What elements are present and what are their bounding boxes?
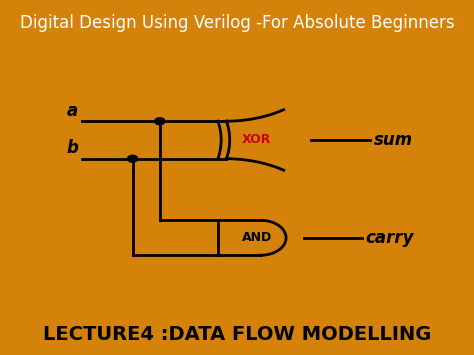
Text: LECTURE4 :DATA FLOW MODELLING: LECTURE4 :DATA FLOW MODELLING [43,325,431,344]
Text: Digital Design Using Verilog -For Absolute Beginners: Digital Design Using Verilog -For Absolu… [20,14,454,32]
Text: b: b [66,140,78,157]
Text: AND: AND [242,231,272,244]
Text: XOR: XOR [242,133,272,147]
Text: a: a [67,102,78,120]
Circle shape [155,118,165,125]
Text: carry: carry [366,229,414,247]
Text: sum: sum [374,131,413,149]
Circle shape [128,155,137,162]
